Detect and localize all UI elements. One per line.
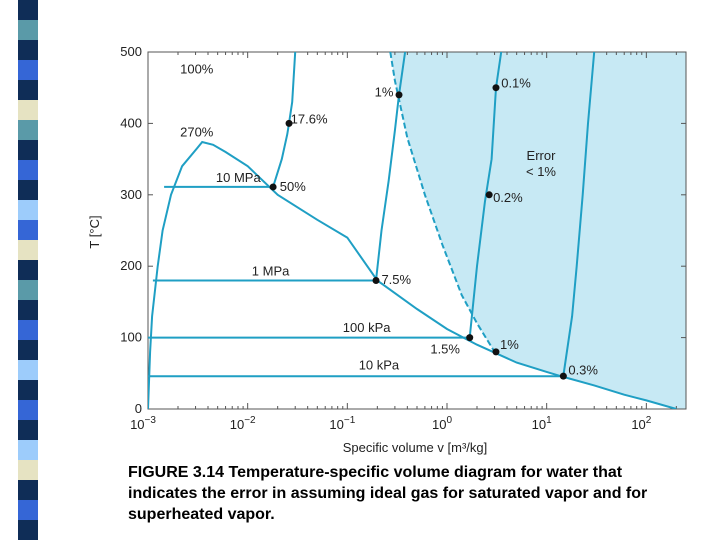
strip-block — [18, 280, 38, 301]
strip-block — [18, 60, 38, 81]
annotation-label: 17.6% — [291, 111, 328, 126]
figure-caption: FIGURE 3.14 Temperature-specific volume … — [128, 464, 648, 523]
strip-block — [18, 460, 38, 481]
decorative-color-strip — [18, 0, 41, 540]
state-point-marker — [559, 372, 567, 380]
one-percent-boundary-curve — [389, 52, 496, 353]
strip-block — [18, 360, 38, 381]
y-tick-label: 500 — [120, 44, 142, 59]
annotation-label: 7.5% — [381, 272, 411, 287]
low-error-region — [390, 52, 686, 409]
y-axis-title: T [°C] — [87, 215, 102, 248]
strip-block — [18, 100, 38, 121]
plot-area: 0 100 200 300 400 500 10−3 10−2 10−1 100 101 102 100… — [120, 44, 687, 432]
annotation-label: 10 kPa — [359, 358, 400, 373]
annotation-label: 270% — [180, 124, 214, 139]
state-point-marker — [285, 119, 293, 127]
annotation-label: 1% — [500, 337, 519, 352]
x-tick-label: 10−2 — [230, 415, 256, 432]
x-tick-label: 101 — [532, 415, 552, 432]
error-region-label-line1: Error — [527, 148, 557, 163]
annotation-label: 0.1% — [501, 76, 531, 91]
annotation-label: 0.2% — [493, 190, 523, 205]
state-point-marker — [466, 334, 474, 342]
x-tick-label: 100 — [432, 415, 452, 432]
strip-block — [18, 500, 38, 521]
strip-block — [18, 40, 38, 61]
state-point-marker — [485, 191, 493, 199]
strip-block — [18, 120, 38, 141]
strip-block — [18, 220, 38, 241]
y-tick-label: 400 — [120, 115, 142, 130]
strip-block — [18, 180, 38, 201]
x-tick-label: 10−3 — [130, 415, 156, 432]
state-point-marker — [492, 84, 500, 92]
error-region-label-line2: < 1% — [526, 164, 556, 179]
strip-block — [18, 380, 38, 401]
x-axis-title: Specific volume v [m³/kg] — [343, 440, 488, 455]
state-point-marker — [395, 91, 403, 99]
strip-block — [18, 140, 38, 161]
strip-block — [18, 480, 38, 501]
strip-block — [18, 440, 38, 461]
annotation-label: 100 kPa — [343, 320, 391, 335]
state-point-marker — [269, 183, 277, 191]
strip-block — [18, 520, 38, 540]
temperature-volume-chart: 0 100 200 300 400 500 10−3 10−2 10−1 100 101 102 100… — [87, 44, 687, 455]
x-tick-label: 102 — [631, 415, 651, 432]
state-point-marker — [372, 276, 380, 284]
strip-block — [18, 20, 38, 41]
strip-block — [18, 260, 38, 281]
strip-block — [18, 0, 38, 21]
annotation-label: 10 MPa — [216, 170, 262, 185]
strip-block — [18, 320, 38, 341]
strip-block — [18, 160, 38, 181]
annotation-label: 50% — [280, 179, 306, 194]
strip-block — [18, 300, 38, 321]
strip-block — [18, 340, 38, 361]
annotation-label: 100% — [180, 61, 214, 76]
strip-block — [18, 420, 38, 441]
strip-block — [18, 200, 38, 221]
annotation-label: 1.5% — [430, 341, 460, 356]
y-tick-label: 0 — [135, 401, 142, 416]
y-tick-label: 200 — [120, 258, 142, 273]
annotation-label: 1 MPa — [252, 263, 290, 278]
strip-block — [18, 240, 38, 261]
annotation-label: 1% — [375, 84, 394, 99]
y-tick-label: 300 — [120, 187, 142, 202]
annotation-label: 0.3% — [568, 363, 598, 378]
strip-block — [18, 400, 38, 421]
x-tick-label: 10−1 — [329, 415, 355, 432]
strip-divider — [38, 0, 41, 540]
state-point-marker — [492, 348, 500, 356]
y-tick-label: 100 — [120, 330, 142, 345]
strip-block — [18, 80, 38, 101]
